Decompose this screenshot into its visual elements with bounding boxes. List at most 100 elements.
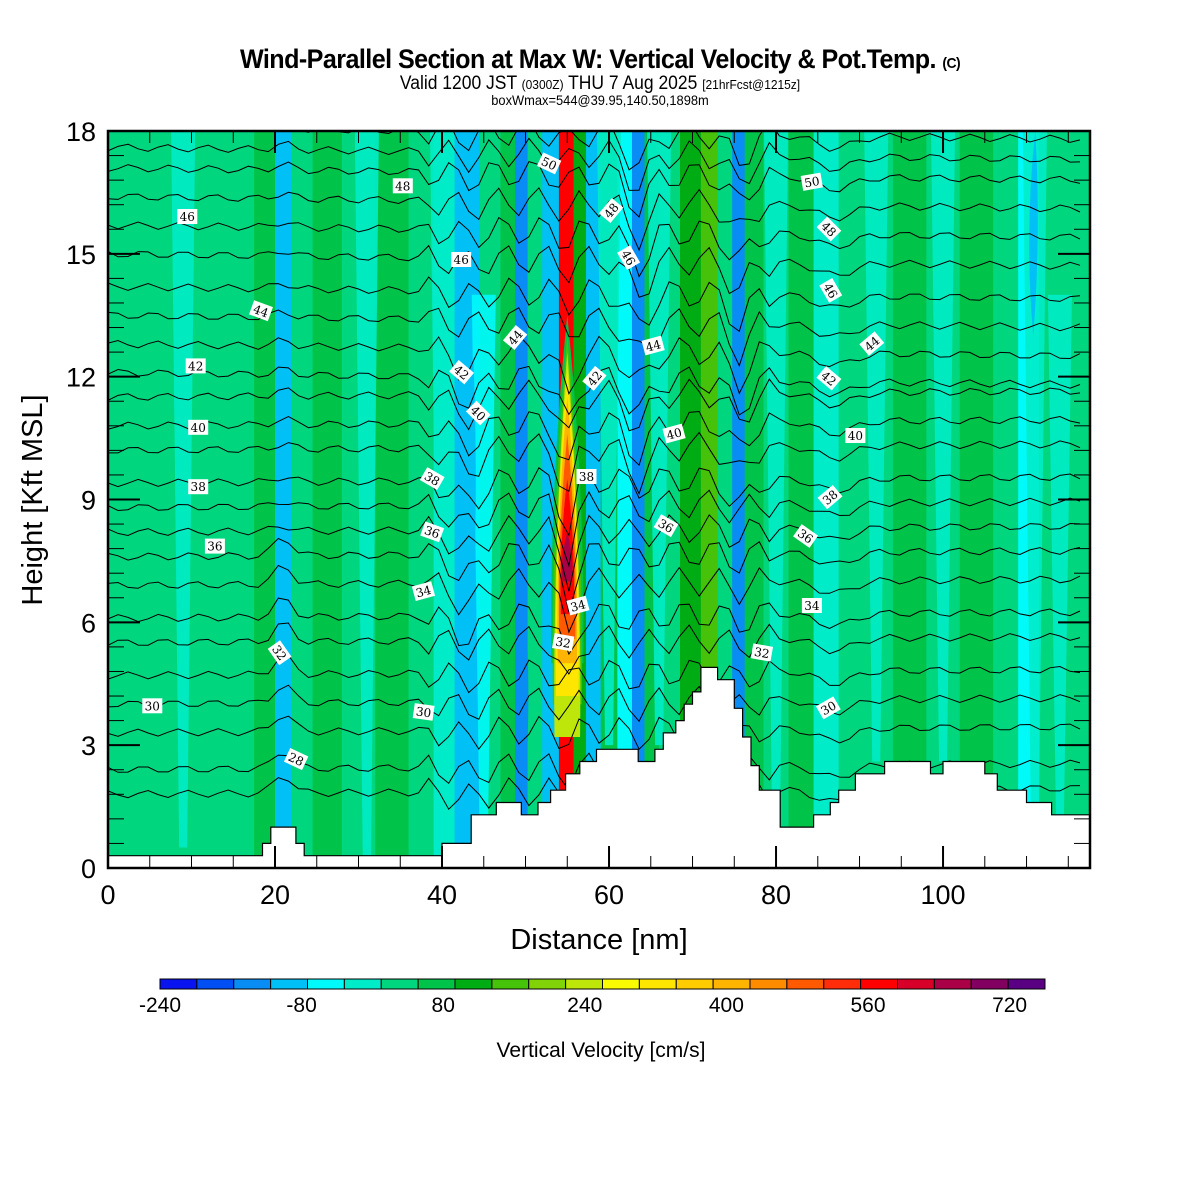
chart-subtitle: Valid 1200 JST (0300Z) THU 7 Aug 2025 [2… [48,73,1152,95]
velocity-band [521,131,529,868]
theta-contour-46 [108,244,1081,298]
colorbar-box [454,978,493,990]
contour-label-text: 38 [191,480,206,494]
contour-label-box [419,467,445,491]
contour-label-text: 34 [414,583,433,601]
theta-contour-45 [108,276,1081,333]
contour-label-text: 30 [145,699,160,713]
contour-label-box [817,484,843,510]
colorbar-box [933,978,972,990]
x-tick-label: 80 [761,880,791,910]
velocity-band [638,131,646,868]
contour-label-box [188,419,209,435]
theta-contours [108,131,1081,816]
velocity-band [199,131,218,868]
velocity-band [788,131,802,868]
contour-label-box [420,521,445,543]
contour-label: 38 [576,469,597,484]
velocity-band [892,131,911,868]
contour-label-box [617,245,641,271]
theta-contour-34 [108,564,1081,634]
colorbar-box [159,978,198,990]
contour-label-box [552,633,575,652]
contour-label-box [859,331,885,356]
velocity-cell [171,131,196,848]
contour-label-box [283,748,309,771]
y-tick-label: 6 [81,608,96,638]
contour-label-box [800,172,823,191]
theta-contour-37 [108,489,1081,568]
velocity-band [644,131,652,868]
theta-contour-33 [108,597,1081,656]
velocity-band [266,131,276,868]
velocity-cell [430,131,455,787]
y-tick-label: 9 [81,486,96,516]
contour-label-box [392,178,413,194]
velocity-band [312,131,326,868]
colorbar-tick-label: 400 [709,994,744,1017]
velocity-band [341,131,360,868]
theta-contour-35 [108,537,1081,613]
colorbar-box [1007,978,1046,990]
velocity-band [391,131,410,868]
y-axis-label: Height [Kft MSL] [17,394,49,605]
velocity-band [909,131,927,868]
colorbar-box [196,978,235,990]
contour-label-text: 46 [618,248,638,268]
contour-label: 32 [552,633,575,652]
contour-label-text: 50 [539,154,559,173]
contour-label-text: 36 [422,523,441,541]
valid-utc: (0300Z) [521,77,564,92]
contour-label-box [411,581,436,601]
colorbar-tick-label: 80 [432,994,455,1017]
contour-label-text: 40 [191,421,206,435]
contour-label: 40 [188,419,209,435]
vertical-velocity-field [108,131,1090,868]
velocity-band [254,131,268,868]
contour-label-box [653,514,679,538]
velocity-band [959,131,977,868]
contour-label: 44 [641,335,665,356]
theta-contour-36 [108,514,1081,592]
y-tick-label: 3 [81,731,96,761]
contour-label-box [566,595,590,616]
theta-contour-48 [108,187,1081,252]
velocity-band [542,131,552,868]
contour-label-box [801,598,822,613]
velocity-band [1009,131,1019,868]
contour-label-box [815,696,841,720]
terrain-polygon [107,666,1091,869]
theta-contour-41 [108,378,1081,432]
contour-label-text: 44 [644,337,663,355]
colorbar-box [417,978,456,990]
colorbar-box [712,978,751,990]
contour-label-box [465,400,491,426]
terrain-profile [107,666,1091,869]
velocity-band [625,131,633,868]
velocity-band [993,131,1011,868]
velocity-band [527,131,535,868]
colorbar-box [786,978,825,990]
velocity-band [141,131,163,868]
contour-label: 48 [392,178,413,194]
contour-label-box [451,252,472,267]
contour-label: 36 [204,538,225,554]
theta-contour-50 [108,137,1081,191]
velocity-band [283,131,293,868]
contour-label-text: 34 [569,597,588,615]
contour-label-box [845,428,866,443]
velocity-band [216,131,230,868]
colorbar-tick-label: 240 [567,994,602,1017]
valid-time: Valid 1200 JST [399,73,517,94]
contour-label-box [536,152,562,175]
contour-label-box [449,360,475,385]
colorbar-box [675,978,714,990]
velocity-band [454,131,468,868]
velocity-band [515,131,522,868]
colorbar-box [528,978,567,990]
x-tick-label: 0 [100,880,115,910]
contour-label: 34 [411,581,436,601]
